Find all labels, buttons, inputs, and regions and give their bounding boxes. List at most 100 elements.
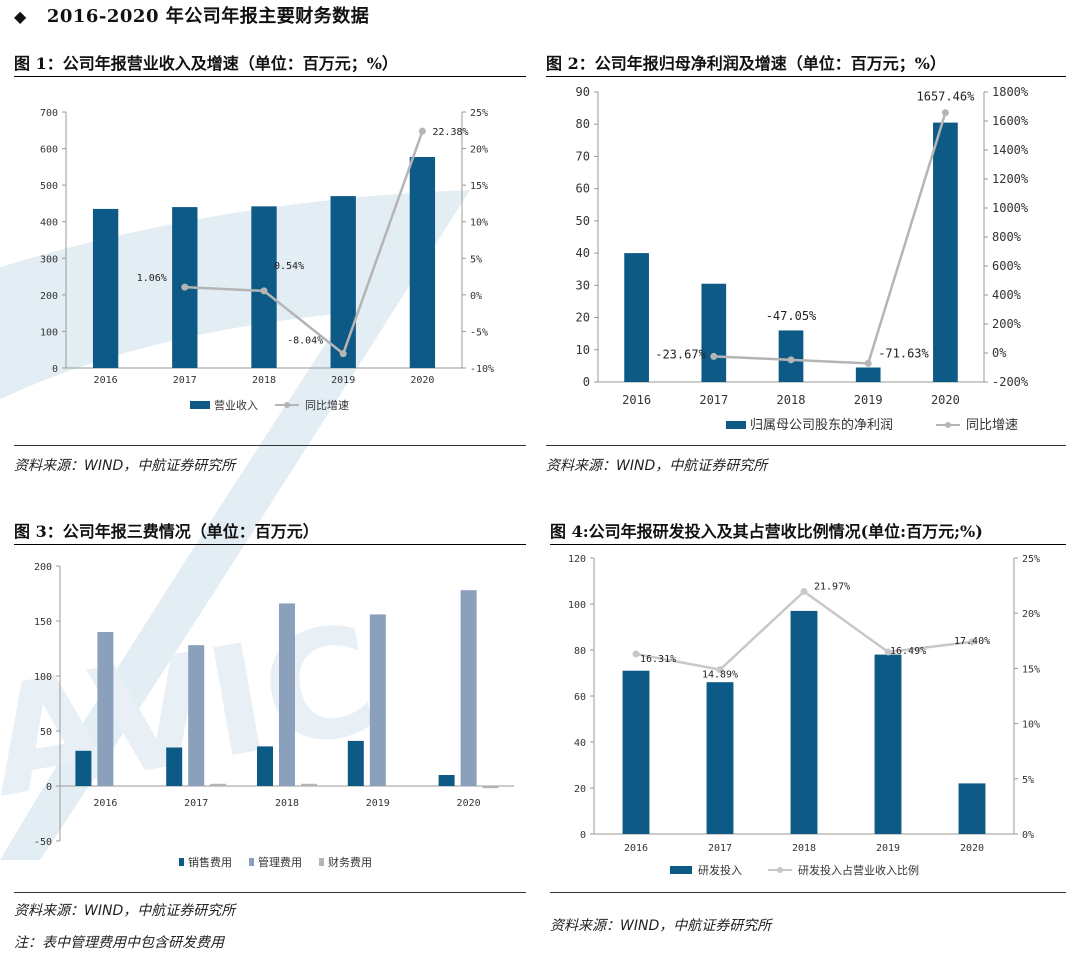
legend-line-label: 研发投入占营业收入比例 xyxy=(798,863,919,877)
figure-1-bottom-rule xyxy=(14,445,526,446)
ratio-point xyxy=(968,638,976,646)
figure-3-title: 图 3：公司年报三费情况（单位：百万元） xyxy=(14,522,319,541)
category-label: 2016 xyxy=(622,393,651,407)
legend-swatch xyxy=(249,858,254,866)
category-label: 2020 xyxy=(457,798,481,809)
right-tick-label: 1000% xyxy=(992,201,1029,215)
legend-bar-swatch xyxy=(726,421,746,429)
growth-point xyxy=(787,356,795,364)
category-label: 2017 xyxy=(173,375,197,386)
category-label: 2020 xyxy=(410,375,434,386)
bar-管理费用-2020 xyxy=(460,590,477,786)
right-tick-label: -200% xyxy=(992,375,1029,389)
legend-swatch xyxy=(179,858,184,866)
section-title: ◆ 2016-2020 年公司年报主要财务数据 xyxy=(14,6,370,27)
figure-2-chart: 0 10 20 30 40 50 60 70 80 90 -200% 0% 200% 400% 600% 80… xyxy=(546,78,1066,438)
figure-3-source: 资料来源：WIND，中航证券研究所 xyxy=(14,903,236,919)
left-tick-label: 60 xyxy=(574,692,586,703)
category-label: 2017 xyxy=(699,393,728,407)
right-tick-label: 1400% xyxy=(992,143,1029,157)
left-tick-label: 90 xyxy=(576,85,590,99)
chart-svg-4: 0 20 40 60 80 100 120 0% 5% 10% 15% 20% 25% 2016 2017 2… xyxy=(568,554,1040,877)
right-tick-label: 1800% xyxy=(992,85,1029,99)
left-tick-label: 0 xyxy=(52,364,58,375)
bar-管理费用-2016 xyxy=(97,632,114,786)
bar-2020 xyxy=(409,156,436,368)
left-tick-label: 50 xyxy=(40,727,52,738)
legend-label: 销售费用 xyxy=(188,855,232,869)
category-label: 2016 xyxy=(94,375,118,386)
right-tick-label: 25% xyxy=(470,108,488,119)
legend-bar-label: 归属母公司股东的净利润 xyxy=(750,417,893,433)
ratio-data-label: 16.31% xyxy=(640,654,676,665)
growth-point xyxy=(864,359,872,367)
figure-1-chart: 0 100 200 300 400 500 600 700 -10% -5% 0% 5% 10% 15% 2… xyxy=(14,78,526,438)
ratio-point xyxy=(632,650,640,658)
bar-财务费用-2020 xyxy=(482,786,499,789)
right-tick-label: 200% xyxy=(992,317,1022,331)
legend-line-marker xyxy=(945,422,951,428)
growth-point xyxy=(418,127,426,135)
figure-3-top-rule xyxy=(14,544,526,545)
growth-data-label: 1.06% xyxy=(137,273,167,284)
left-tick-label: 200 xyxy=(40,291,58,302)
left-tick-label: -50 xyxy=(34,837,52,848)
left-tick-label: 70 xyxy=(576,149,590,163)
bar-2018 xyxy=(778,330,804,382)
left-tick-label: 0 xyxy=(583,375,590,389)
legend-line-label: 同比增速 xyxy=(305,398,349,412)
bar-管理费用-2017 xyxy=(188,645,205,786)
growth-line xyxy=(713,112,947,365)
category-label: 2017 xyxy=(184,798,208,809)
right-tick-label: 1200% xyxy=(992,172,1029,186)
bar-财务费用-2017 xyxy=(210,783,227,786)
right-tick-label: 0% xyxy=(1022,830,1034,841)
bar-2018 xyxy=(251,206,277,368)
growth-data-label: -8.04% xyxy=(287,336,323,347)
left-tick-label: 700 xyxy=(40,108,58,119)
ratio-data-label: 21.97% xyxy=(814,581,850,592)
left-tick-label: 50 xyxy=(576,214,590,228)
ratio-data-label: 17.40% xyxy=(954,636,990,647)
right-tick-label: 600% xyxy=(992,259,1022,273)
right-tick-label: -5% xyxy=(470,327,488,338)
bar-销售费用-2018 xyxy=(257,746,273,786)
category-label: 2020 xyxy=(931,393,960,407)
figure-4-bottom-rule xyxy=(550,892,1066,893)
ratio-point xyxy=(884,648,892,656)
bar-2019 xyxy=(855,367,881,382)
legend-swatch xyxy=(319,858,324,866)
chart-svg-1: 0 100 200 300 400 500 600 700 -10% -5% 0% 5% 10% 15% 2… xyxy=(40,108,494,412)
category-label: 2018 xyxy=(792,843,816,854)
legend-bar-swatch xyxy=(190,401,210,409)
bar-2020 xyxy=(933,122,958,382)
growth-point xyxy=(260,287,268,295)
legend-bar-label: 营业收入 xyxy=(214,398,258,412)
figure-4-top-rule xyxy=(550,544,1066,545)
left-tick-label: 0 xyxy=(580,830,586,841)
growth-data-label: -47.05% xyxy=(766,309,817,323)
right-tick-label: 15% xyxy=(1022,664,1040,675)
left-tick-label: 500 xyxy=(40,181,58,192)
legend-line-label: 同比增速 xyxy=(966,418,1018,433)
growth-data-label: 0.54% xyxy=(274,261,304,272)
figure-2-source: 资料来源：WIND，中航证券研究所 xyxy=(546,458,768,474)
figure-2-title: 图 2：公司年报归母净利润及增速（单位：百万元；%） xyxy=(546,54,946,73)
category-label: 2018 xyxy=(252,375,276,386)
figure-2-bottom-rule xyxy=(546,445,1066,446)
left-tick-label: 300 xyxy=(40,254,58,265)
category-label: 2019 xyxy=(876,843,900,854)
left-tick-label: 150 xyxy=(34,617,52,628)
bar-2019 xyxy=(330,196,356,368)
figure-4-chart: 0 20 40 60 80 100 120 0% 5% 10% 15% 20% 25% 2016 2017 2… xyxy=(550,546,1066,886)
bar-财务费用-2018 xyxy=(301,783,317,786)
legend-line-marker xyxy=(777,867,783,873)
left-tick-label: 200 xyxy=(34,562,52,573)
category-label: 2018 xyxy=(275,798,299,809)
bar-销售费用-2017 xyxy=(166,747,183,786)
right-tick-label: 400% xyxy=(992,288,1022,302)
ratio-point xyxy=(716,666,724,674)
category-label: 2018 xyxy=(777,393,806,407)
growth-point xyxy=(710,352,718,360)
figure-3-bottom-rule xyxy=(14,892,526,893)
